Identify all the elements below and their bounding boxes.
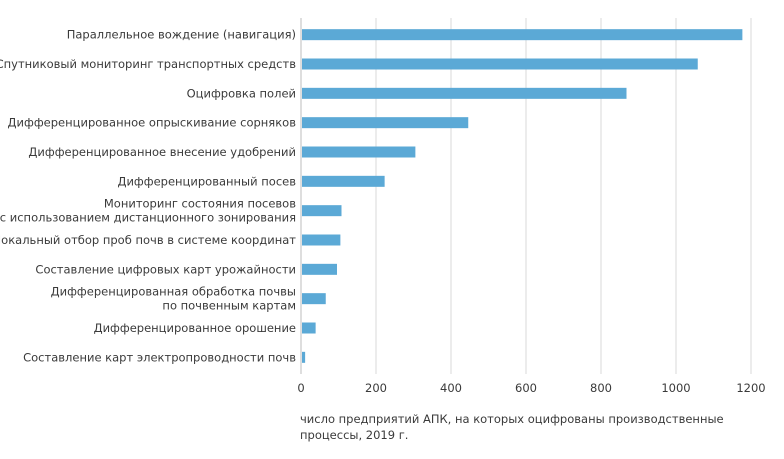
category-label: Мониторинг состояния посевов с использова… (0, 197, 296, 225)
x-tick-label: 1000 (661, 381, 690, 395)
x-tick-label: 1200 (736, 381, 765, 395)
bar (302, 87, 627, 99)
bar-layer (302, 29, 743, 363)
bar (302, 293, 326, 305)
category-label: Составление цифровых карт урожайности (35, 262, 296, 276)
bar (302, 29, 743, 41)
category-label: Дифференцированное внесение удобрений (28, 145, 296, 159)
x-tick-label: 400 (440, 381, 462, 395)
category-label: Оцифровка полей (187, 86, 296, 100)
bar (302, 263, 337, 275)
category-labels: Параллельное вождение (навигация) Спутник… (0, 28, 296, 365)
x-tick-label: 0 (297, 381, 304, 395)
category-label: Спутниковый мониторинг транспортных сред… (0, 57, 296, 71)
category-label: Дифференцированный посев (117, 174, 296, 188)
category-label: Локальный отбор проб почв в системе коор… (0, 233, 296, 247)
x-tick-labels: 0 200 400 600 800 1000 1200 (297, 381, 765, 395)
bar (302, 205, 342, 217)
category-label: Дифференцированное опрыскивание сорняков (8, 116, 297, 130)
bar (302, 58, 698, 70)
grid-layer (375, 18, 752, 374)
x-tick-label: 200 (365, 381, 387, 395)
bar (302, 175, 385, 187)
bar (302, 234, 341, 246)
category-label: Составление карт электропроводности почв (23, 350, 296, 364)
category-label: Дифференцированное орошение (94, 321, 296, 335)
bar (302, 146, 416, 158)
bar (302, 117, 469, 129)
category-label: Дифференцированная обработка почвы по поч… (51, 285, 296, 313)
bar (302, 351, 306, 363)
bar-chart: Параллельное вождение (навигация) Спутник… (0, 18, 766, 395)
x-tick-label: 600 (515, 381, 537, 395)
category-label: Параллельное вождение (навигация) (67, 28, 296, 42)
x-tick-label: 800 (590, 381, 612, 395)
x-axis-label: число предприятий АПК, на которых оцифро… (300, 412, 724, 442)
bar (302, 322, 316, 334)
